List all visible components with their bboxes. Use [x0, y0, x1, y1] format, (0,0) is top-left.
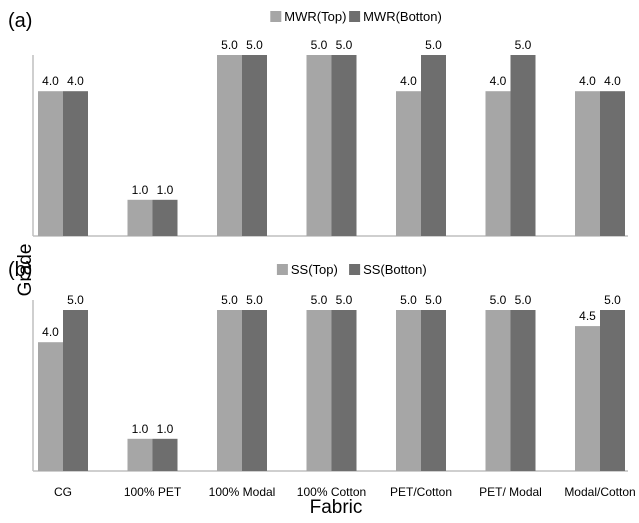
data-label: 4.0	[42, 325, 59, 339]
data-label: 5.0	[336, 293, 353, 307]
legend-swatch-top	[270, 11, 282, 22]
bar-a-top	[127, 199, 153, 236]
legend-swatch-bottom	[349, 264, 361, 275]
data-label: 4.0	[42, 74, 59, 88]
panel-label-a: (a)	[8, 10, 32, 32]
x-axis-title: Fabric	[310, 497, 363, 518]
bar-b-bottom	[510, 310, 536, 471]
data-label: 4.0	[604, 74, 621, 88]
bar-a-top	[575, 91, 600, 236]
bar-a-bottom	[242, 55, 267, 236]
data-label: 5.0	[221, 293, 238, 307]
bar-b-top	[306, 310, 332, 471]
data-label: 5.0	[515, 293, 532, 307]
bar-b-top	[217, 310, 242, 471]
bar-a-bottom	[152, 199, 178, 236]
x-tick-label: 100% PET	[124, 485, 182, 499]
legend-swatch-top	[276, 264, 288, 275]
bar-b-top	[396, 310, 421, 471]
bar-a-top	[396, 91, 421, 236]
bar-a-bottom	[510, 55, 536, 236]
data-label: 5.0	[604, 293, 621, 307]
bar-b-bottom	[600, 310, 625, 471]
bar-a-top	[38, 91, 63, 236]
legend-label-bottom: MWR(Botton)	[363, 9, 442, 24]
bar-a-bottom	[600, 91, 625, 236]
data-label: 4.0	[490, 74, 507, 88]
data-label: 1.0	[132, 422, 149, 436]
x-tick-label: CG	[54, 485, 72, 499]
x-tick-label: Modal/Cotton	[564, 485, 635, 499]
legend-label-top: SS(Top)	[291, 262, 338, 277]
bar-a-bottom	[331, 55, 357, 236]
bar-b-bottom	[242, 310, 267, 471]
data-label: 5.0	[400, 293, 417, 307]
bar-b-bottom	[63, 310, 88, 471]
data-label: 4.0	[579, 74, 596, 88]
y-axis-title: Grade	[15, 244, 36, 297]
data-label: 4.5	[579, 309, 596, 323]
data-label: 4.0	[400, 74, 417, 88]
data-label: 5.0	[246, 293, 263, 307]
panel-label-b: (b)	[8, 259, 32, 281]
legend-swatch-bottom	[349, 11, 361, 22]
bar-b-top	[575, 326, 600, 471]
data-label: 5.0	[246, 38, 263, 52]
data-label: 5.0	[311, 293, 328, 307]
bar-a-top	[217, 55, 242, 236]
x-tick-label: 100% Modal	[209, 485, 276, 499]
data-label: 5.0	[515, 38, 532, 52]
data-label: 5.0	[311, 38, 328, 52]
bar-b-bottom	[421, 310, 446, 471]
data-label: 1.0	[157, 422, 174, 436]
bar-b-top	[127, 438, 153, 471]
x-tick-label: 100% Cotton	[297, 485, 366, 499]
data-label: 5.0	[67, 293, 84, 307]
legend-label-bottom: SS(Botton)	[363, 262, 427, 277]
data-label: 5.0	[425, 293, 442, 307]
data-label: 1.0	[132, 183, 149, 197]
data-label: 5.0	[425, 38, 442, 52]
x-tick-label: PET/Cotton	[390, 485, 452, 499]
bar-a-top	[485, 91, 511, 236]
bar-a-bottom	[63, 91, 88, 236]
bar-a-top	[306, 55, 332, 236]
data-label: 5.0	[336, 38, 353, 52]
bar-b-top	[485, 310, 511, 471]
bar-b-top	[38, 342, 63, 471]
legend-label-top: MWR(Top)	[284, 9, 346, 24]
bar-b-bottom	[331, 310, 357, 471]
data-label: 4.0	[67, 74, 84, 88]
bar-a-bottom	[421, 55, 446, 236]
data-label: 1.0	[157, 183, 174, 197]
x-tick-label: PET/ Modal	[479, 485, 542, 499]
bar-b-bottom	[152, 438, 178, 471]
data-label: 5.0	[221, 38, 238, 52]
data-label: 5.0	[490, 293, 507, 307]
